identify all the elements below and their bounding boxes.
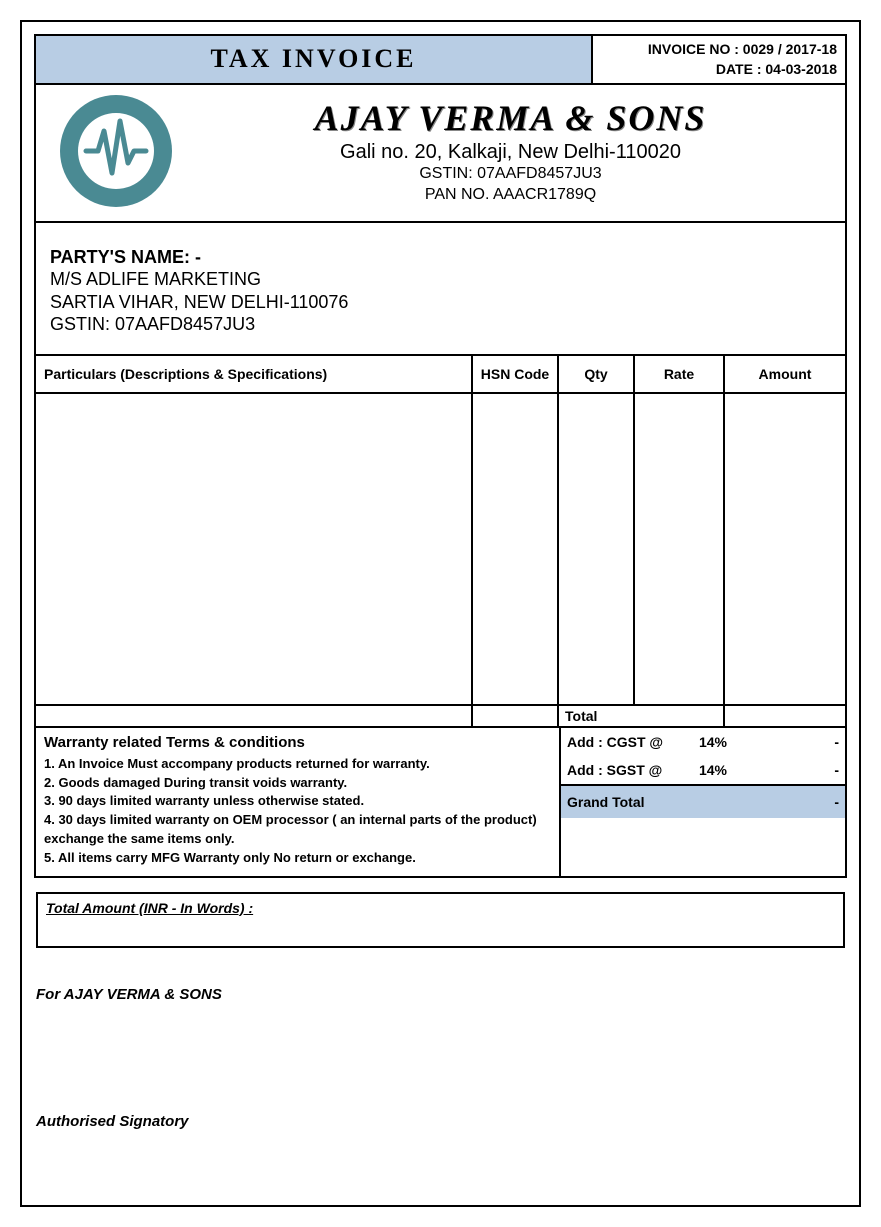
body-rate <box>635 394 725 704</box>
company-pan: PAN NO. AAACR1789Q <box>186 185 835 206</box>
header-row: TAX INVOICE INVOICE NO : 0029 / 2017-18 … <box>36 36 845 85</box>
invoice-box: TAX INVOICE INVOICE NO : 0029 / 2017-18 … <box>34 34 847 878</box>
company-address: Gali no. 20, Kalkaji, New Delhi-110020 <box>186 141 835 164</box>
subtotal-label: Total <box>559 706 725 726</box>
body-particulars <box>36 394 473 704</box>
col-hsn: HSN Code <box>473 356 559 392</box>
amount-in-words-box: Total Amount (INR - In Words) : <box>36 892 845 948</box>
company-info: AJAY VERMA & SONS Gali no. 20, Kalkaji, … <box>186 97 835 206</box>
totals-block: Add : CGST @ 14% - Add : SGST @ 14% - Gr… <box>559 728 845 876</box>
lower-wrap: Warranty related Terms & conditions 1. A… <box>36 728 845 876</box>
company-row: AJAY VERMA & SONS Gali no. 20, Kalkaji, … <box>36 85 845 223</box>
amount-in-words-label: Total Amount (INR - In Words) : <box>46 900 253 916</box>
doc-title: TAX INVOICE <box>36 36 593 83</box>
subtotal-row: Total <box>36 704 845 728</box>
company-name: AJAY VERMA & SONS <box>186 97 835 141</box>
terms-block: Warranty related Terms & conditions 1. A… <box>36 728 559 876</box>
grand-total-label: Grand Total <box>567 794 834 810</box>
subtotal-value <box>725 706 845 726</box>
col-rate: Rate <box>635 356 725 392</box>
cgst-pct: 14% <box>667 734 727 750</box>
col-amount: Amount <box>725 356 845 392</box>
sgst-amount: - <box>727 762 839 778</box>
sgst-row: Add : SGST @ 14% - <box>561 756 845 784</box>
body-qty <box>559 394 635 704</box>
terms-line: 4. 30 days limited warranty on OEM proce… <box>44 811 551 849</box>
cgst-amount: - <box>727 734 839 750</box>
grand-total-row: Grand Total - <box>561 784 845 818</box>
terms-line: 5. All items carry MFG Warranty only No … <box>44 849 551 868</box>
authorised-signatory: Authorised Signatory <box>36 1113 845 1130</box>
terms-line: 3. 90 days limited warranty unless other… <box>44 792 551 811</box>
party-address: SARTIA VIHAR, NEW DELHI-110076 <box>50 291 831 314</box>
cgst-label: Add : CGST @ <box>567 734 667 750</box>
company-logo <box>46 91 186 211</box>
col-qty: Qty <box>559 356 635 392</box>
party-gstin: GSTIN: 07AAFD8457JU3 <box>50 313 831 336</box>
page-frame: TAX INVOICE INVOICE NO : 0029 / 2017-18 … <box>20 20 861 1207</box>
sgst-label: Add : SGST @ <box>567 762 667 778</box>
terms-line: 2. Goods damaged During transit voids wa… <box>44 774 551 793</box>
invoice-meta: INVOICE NO : 0029 / 2017-18 DATE : 04-03… <box>593 36 845 83</box>
items-body <box>36 394 845 704</box>
terms-line: 1. An Invoice Must accompany products re… <box>44 755 551 774</box>
items-header: Particulars (Descriptions & Specificatio… <box>36 356 845 394</box>
signature-block: For AJAY VERMA & SONS Authorised Signato… <box>34 948 847 1130</box>
party-block: PARTY'S NAME: - M/S ADLIFE MARKETING SAR… <box>36 223 845 356</box>
party-label: PARTY'S NAME: - <box>50 247 831 268</box>
pulse-logo-icon <box>56 91 176 211</box>
cgst-row: Add : CGST @ 14% - <box>561 728 845 756</box>
invoice-no: 0029 / 2017-18 <box>743 41 837 57</box>
body-amount <box>725 394 845 704</box>
party-name: M/S ADLIFE MARKETING <box>50 268 831 291</box>
invoice-no-label: INVOICE NO : <box>648 41 739 57</box>
company-gstin: GSTIN: 07AAFD8457JU3 <box>186 164 835 185</box>
sgst-pct: 14% <box>667 762 727 778</box>
col-particulars: Particulars (Descriptions & Specificatio… <box>36 356 473 392</box>
date-label: DATE : <box>716 61 762 77</box>
invoice-date: 04-03-2018 <box>765 61 837 77</box>
grand-total-value: - <box>834 794 839 810</box>
body-hsn <box>473 394 559 704</box>
for-company: For AJAY VERMA & SONS <box>36 986 845 1003</box>
terms-title: Warranty related Terms & conditions <box>44 734 551 751</box>
